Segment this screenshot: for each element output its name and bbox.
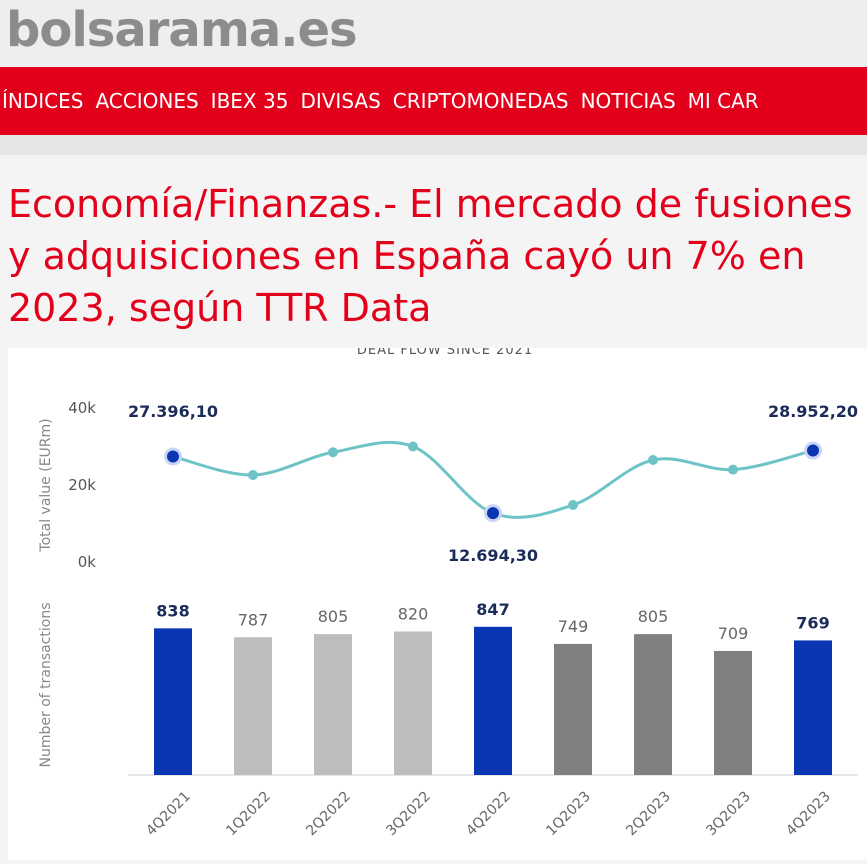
x-tick-label: 4Q2021 bbox=[143, 789, 194, 840]
bar bbox=[394, 631, 432, 775]
marker bbox=[167, 450, 179, 463]
y-tick-label: 40k bbox=[68, 399, 96, 417]
value-label: 709 bbox=[718, 624, 749, 643]
x-tick-label: 1Q2022 bbox=[223, 789, 274, 840]
bar bbox=[794, 640, 832, 775]
marker bbox=[648, 454, 658, 465]
marker bbox=[487, 507, 499, 520]
x-tick-label: 4Q2022 bbox=[463, 789, 514, 840]
header: bolsarama.es bbox=[0, 0, 867, 67]
nav-item[interactable]: IBEX 35 bbox=[210, 89, 289, 113]
marker bbox=[328, 447, 338, 458]
value-label: 749 bbox=[558, 617, 589, 636]
bar bbox=[314, 634, 352, 775]
marker bbox=[728, 464, 738, 475]
bar bbox=[154, 628, 192, 775]
y-axis-label: Total value (EURm) bbox=[38, 418, 54, 552]
x-tick-label: 4Q2023 bbox=[783, 789, 834, 840]
chart-image: DEAL FLOW SINCE 2021 Total value (EURm) Nu… bbox=[8, 343, 867, 860]
marker bbox=[807, 444, 819, 457]
chart: DEAL FLOW SINCE 2021 Total value (EURm) Nu… bbox=[38, 343, 858, 840]
marker bbox=[408, 441, 418, 452]
nav-item[interactable]: ÍNDICES bbox=[2, 89, 84, 113]
y-tick-label: 0k bbox=[78, 553, 97, 571]
value-label: 27.396,10 bbox=[128, 402, 218, 421]
nav-bar: ÍNDICES ACCIONES IBEX 35 DIVISAS CRIPTOMONED… bbox=[0, 67, 867, 135]
article-title: Economía/Finanzas.- El mercado de fusion… bbox=[8, 182, 853, 330]
value-label: 28.952,20 bbox=[768, 402, 858, 421]
value-label: 805 bbox=[318, 607, 349, 626]
value-label: 769 bbox=[796, 613, 829, 632]
site-logo[interactable]: bolsarama.es bbox=[6, 2, 358, 58]
separator bbox=[0, 135, 867, 155]
bar bbox=[474, 626, 512, 775]
value-label: 12.694,30 bbox=[448, 546, 538, 565]
marker bbox=[248, 469, 258, 480]
value-label: 820 bbox=[398, 605, 429, 624]
nav-item[interactable]: NOTICIAS bbox=[580, 89, 676, 113]
x-tick-label: 2Q2023 bbox=[623, 789, 674, 840]
bar bbox=[234, 637, 272, 775]
nav-item[interactable]: CRIPTOMONEDAS bbox=[392, 89, 569, 113]
value-label: 787 bbox=[238, 610, 269, 629]
bar bbox=[634, 634, 672, 775]
value-label: 805 bbox=[638, 607, 669, 626]
y2-axis-label: Number of transactions bbox=[38, 602, 54, 767]
y-tick-label: 20k bbox=[68, 476, 96, 494]
nav-item[interactable]: ACCIONES bbox=[95, 89, 199, 113]
x-tick-label: 1Q2023 bbox=[543, 789, 594, 840]
nav-item[interactable]: DIVISAS bbox=[300, 89, 381, 113]
value-label: 847 bbox=[476, 600, 509, 619]
chart-title: DEAL FLOW SINCE 2021 bbox=[357, 348, 533, 358]
bar bbox=[714, 650, 752, 775]
value-label: 838 bbox=[156, 601, 189, 620]
marker bbox=[568, 500, 578, 511]
bar bbox=[554, 643, 592, 775]
nav-item[interactable]: MI CAR bbox=[687, 89, 759, 113]
x-tick-label: 3Q2023 bbox=[703, 789, 754, 840]
x-tick-label: 3Q2022 bbox=[383, 789, 434, 840]
x-tick-label: 2Q2022 bbox=[303, 789, 354, 840]
